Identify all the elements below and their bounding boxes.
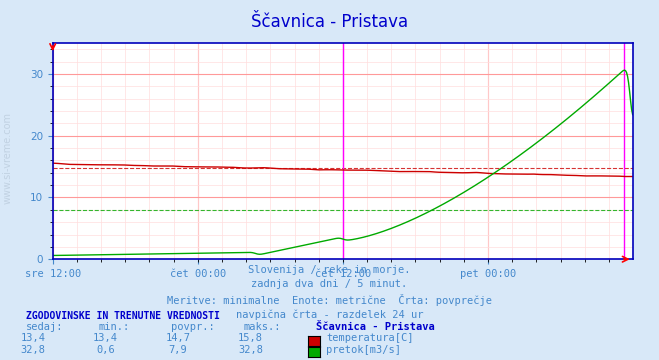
Text: temperatura[C]: temperatura[C] xyxy=(326,333,414,343)
Text: pretok[m3/s]: pretok[m3/s] xyxy=(326,345,401,355)
Text: 7,9: 7,9 xyxy=(169,345,187,355)
Text: maks.:: maks.: xyxy=(244,323,281,333)
Text: 14,7: 14,7 xyxy=(165,333,190,343)
Text: Slovenija / reke in morje.
zadnja dva dni / 5 minut.
Meritve: minimalne  Enote: : Slovenija / reke in morje. zadnja dva dn… xyxy=(167,265,492,320)
Text: min.:: min.: xyxy=(99,323,130,333)
Text: 13,4: 13,4 xyxy=(93,333,118,343)
Text: povpr.:: povpr.: xyxy=(171,323,215,333)
Text: Ščavnica - Pristava: Ščavnica - Pristava xyxy=(316,323,435,333)
Text: ZGODOVINSKE IN TRENUTNE VREDNOSTI: ZGODOVINSKE IN TRENUTNE VREDNOSTI xyxy=(26,311,220,321)
Text: 0,6: 0,6 xyxy=(96,345,115,355)
Text: 32,8: 32,8 xyxy=(20,345,45,355)
Text: 15,8: 15,8 xyxy=(238,333,263,343)
Text: sedaj:: sedaj: xyxy=(26,323,64,333)
Text: Ščavnica - Pristava: Ščavnica - Pristava xyxy=(251,13,408,31)
Text: 32,8: 32,8 xyxy=(238,345,263,355)
Text: www.si-vreme.com: www.si-vreme.com xyxy=(3,112,13,204)
Text: 13,4: 13,4 xyxy=(20,333,45,343)
